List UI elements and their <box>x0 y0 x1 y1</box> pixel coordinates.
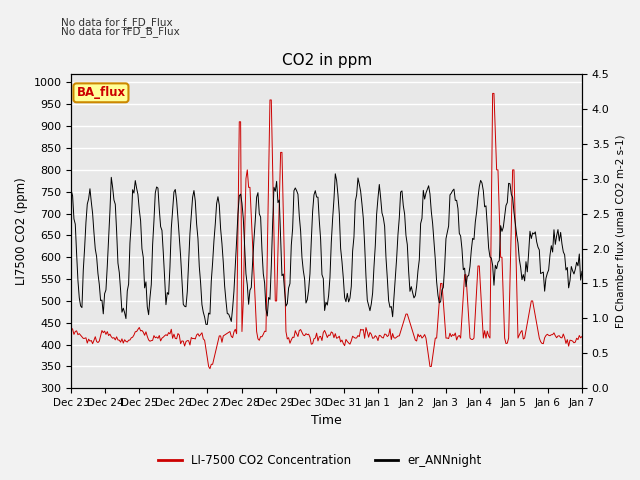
Y-axis label: FD Chamber flux (umal CO2 m-2 s-1): FD Chamber flux (umal CO2 m-2 s-1) <box>615 134 625 328</box>
Legend: LI-7500 CO2 Concentration, er_ANNnight: LI-7500 CO2 Concentration, er_ANNnight <box>153 449 487 472</box>
Y-axis label: LI7500 CO2 (ppm): LI7500 CO2 (ppm) <box>15 177 28 285</box>
X-axis label: Time: Time <box>311 414 342 427</box>
Title: CO2 in ppm: CO2 in ppm <box>282 53 372 68</box>
Text: BA_flux: BA_flux <box>76 86 125 99</box>
Text: No data for f̅FD̅_B_Flux: No data for f̅FD̅_B_Flux <box>61 26 180 37</box>
Text: No data for f_FD_Flux: No data for f_FD_Flux <box>61 17 172 28</box>
